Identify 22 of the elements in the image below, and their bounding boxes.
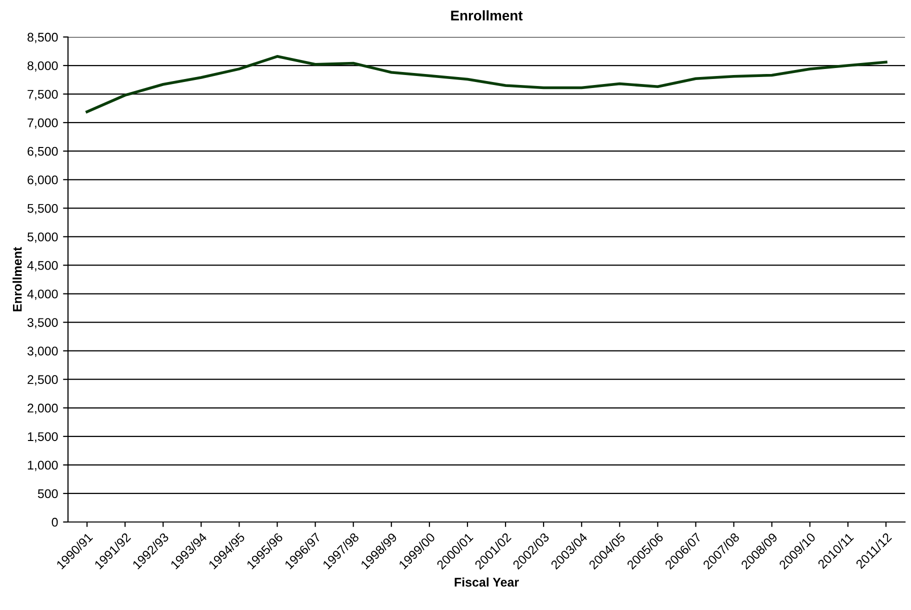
y-tick-label: 4,500 — [27, 261, 58, 272]
x-axis-title: Fiscal Year — [454, 577, 519, 587]
y-tick-label: 2,500 — [28, 375, 58, 386]
y-tick-label: 3,500 — [27, 318, 58, 328]
chart-title: Enrollment — [451, 10, 523, 20]
line-series — [86, 55, 888, 114]
y-tick-label: 7,000 — [28, 118, 58, 129]
y-tick-label: 8,500 — [28, 32, 58, 44]
y-tick-label: 6,500 — [28, 146, 58, 158]
y-tick-label: 4,000 — [27, 290, 58, 300]
y-tick-label: 5,000 — [28, 232, 58, 243]
y-tick-label: 5,500 — [28, 204, 58, 214]
y-tick-label: 6,000 — [28, 175, 58, 186]
y-tick-label: 8,000 — [28, 61, 58, 72]
y-tick-label: 1,000 — [28, 460, 58, 472]
y-tick-label: 1,500 — [28, 432, 58, 443]
y-tick-label: 0 — [52, 518, 58, 527]
y-tick-label: 7,500 — [28, 90, 58, 100]
y-tick-label: 500 — [38, 489, 58, 498]
y-tick-label: 3,000 — [27, 346, 58, 357]
y-tick-label: 2,000 — [28, 404, 58, 414]
y-axis-title: Enrollment — [12, 247, 22, 312]
